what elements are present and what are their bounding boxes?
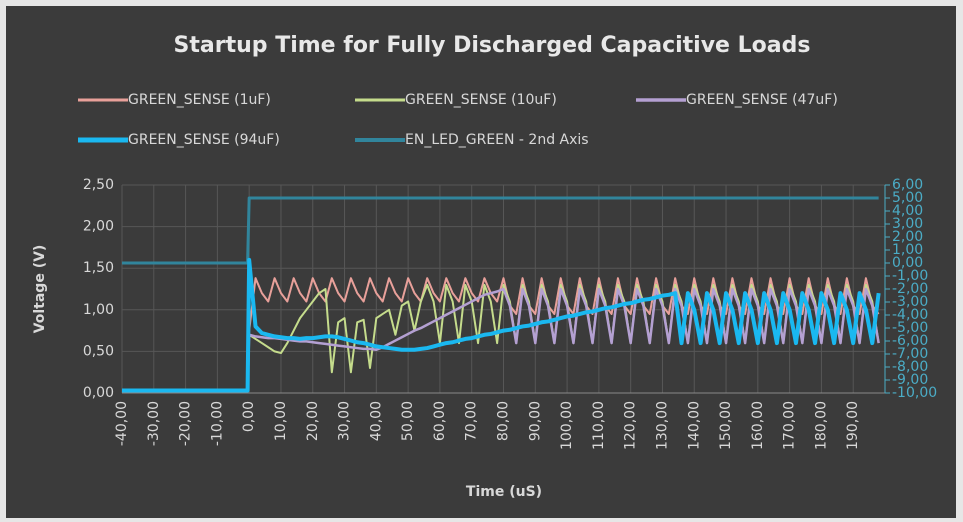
x-tick-label: -40,00 xyxy=(114,401,130,446)
y2-tick-label: -9,00 xyxy=(892,372,928,388)
legend-label: EN_LED_GREEN - 2nd Axis xyxy=(405,132,589,148)
x-tick-label: 10,00 xyxy=(273,401,289,441)
series-line xyxy=(122,287,880,392)
series-line xyxy=(122,196,879,265)
x-tick-label: -30,00 xyxy=(146,401,162,446)
x-tick-label: 60,00 xyxy=(432,401,448,441)
x-tick-label: 80,00 xyxy=(496,401,512,441)
x-tick-label: 130,00 xyxy=(654,401,670,450)
y2-tick-label: 0,00 xyxy=(892,255,923,271)
y2-tick-label: -10,00 xyxy=(892,385,937,401)
x-tick-label: 70,00 xyxy=(464,401,480,441)
y-tick-label: 2,00 xyxy=(83,219,114,235)
x-tick-label: 120,00 xyxy=(623,401,639,450)
y2-tick-label: -6,00 xyxy=(892,333,928,349)
x-tick-label: 40,00 xyxy=(368,401,384,441)
y2-tick-label: 5,00 xyxy=(892,190,923,206)
y2-tick-label: -4,00 xyxy=(892,307,928,323)
x-tick-label: 110,00 xyxy=(591,401,607,450)
series-line xyxy=(122,277,880,392)
legend-label: GREEN_SENSE (94uF) xyxy=(128,132,280,148)
x-tick-label: 160,00 xyxy=(750,401,766,450)
x-tick-label: 20,00 xyxy=(305,401,321,441)
y-tick-label: 1,50 xyxy=(83,260,114,276)
x-tick-label: 190,00 xyxy=(845,401,861,450)
legend-label: GREEN_SENSE (10uF) xyxy=(405,92,557,108)
x-tick-label: 0,00 xyxy=(241,401,257,432)
x-tick-label: 170,00 xyxy=(782,401,798,450)
y2-tick-label: -1,00 xyxy=(892,268,928,284)
y-axis-title: Voltage (V) xyxy=(32,245,48,334)
x-tick-label: 180,00 xyxy=(813,401,829,450)
x-tick-label: 90,00 xyxy=(527,401,543,441)
y2-tick-label: -5,00 xyxy=(892,320,928,336)
y2-tick-label: 4,00 xyxy=(892,203,923,219)
y2-tick-label: -8,00 xyxy=(892,359,928,375)
y-tick-label: 0,50 xyxy=(83,343,114,359)
y-tick-label: 2,50 xyxy=(83,177,114,193)
series-line xyxy=(122,257,881,393)
x-tick-label: 150,00 xyxy=(718,401,734,450)
legend-label: GREEN_SENSE (47uF) xyxy=(686,92,838,108)
x-tick-label: 30,00 xyxy=(337,401,353,441)
chart-title: Startup Time for Fully Discharged Capaci… xyxy=(174,33,811,58)
legend-label: GREEN_SENSE (1uF) xyxy=(128,92,271,108)
x-axis-title: Time (uS) xyxy=(466,484,542,500)
x-tick-label: 140,00 xyxy=(686,401,702,450)
y2-tick-label: -7,00 xyxy=(892,346,928,362)
x-tick-label: -10,00 xyxy=(209,401,225,446)
y2-tick-label: -3,00 xyxy=(892,294,928,310)
x-tick-label: 50,00 xyxy=(400,401,416,441)
y-tick-label: 1,00 xyxy=(83,302,114,318)
y2-tick-label: 2,00 xyxy=(892,229,923,245)
y2-tick-label: -2,00 xyxy=(892,281,928,297)
y2-tick-label: 6,00 xyxy=(892,177,923,193)
x-tick-label: -20,00 xyxy=(178,401,194,446)
x-tick-label: 100,00 xyxy=(559,401,575,450)
y2-tick-label: 3,00 xyxy=(892,216,923,232)
y2-tick-label: 1,00 xyxy=(892,242,923,258)
y-tick-label: 0,00 xyxy=(83,385,114,401)
